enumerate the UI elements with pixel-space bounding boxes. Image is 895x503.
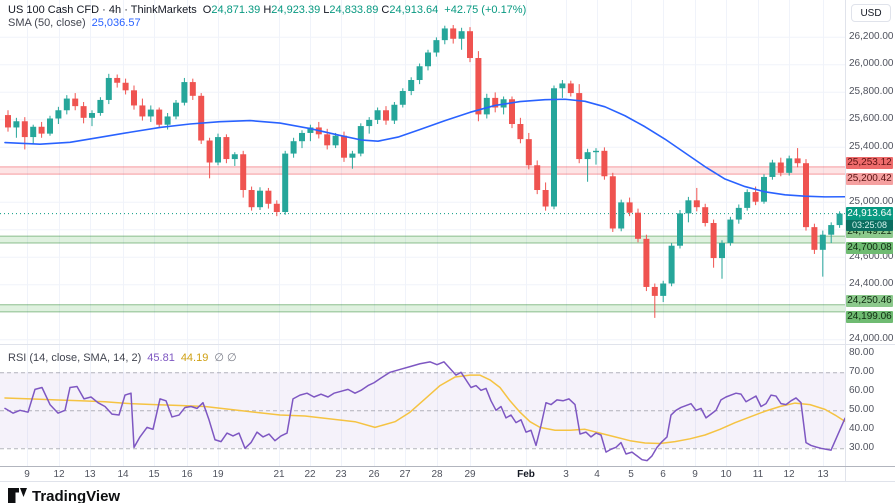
- price-tick-label: 24,000.00: [849, 333, 894, 345]
- time-tick-label: 4: [594, 469, 600, 480]
- current-price-badge: 24,913.64 03:25:08: [846, 206, 893, 231]
- tradingview-logo-icon: [8, 488, 27, 503]
- price-zone-support: [0, 304, 845, 313]
- ohlc-value: 24,923.39: [271, 4, 324, 16]
- price-tick-label: 25,800.00: [849, 85, 894, 97]
- candles: [5, 25, 843, 318]
- price-tick-label: 25,600.00: [849, 113, 894, 125]
- rsi-tick-label: 80.00: [849, 347, 875, 359]
- price-tick-label: 25,000.00: [849, 195, 894, 207]
- time-tick-label: 29: [464, 469, 476, 480]
- time-tick-label: 22: [304, 469, 316, 480]
- ohlc-value: 24,913.64: [389, 4, 439, 16]
- rsi-legend-row: RSI (14, close, SMA, 14, 2) 45.81 44.19 …: [8, 351, 237, 364]
- time-tick-label: 13: [817, 469, 829, 480]
- rsi-tick-label: 30.00: [849, 442, 875, 454]
- time-tick-label: 11: [752, 469, 764, 480]
- change-value: +42.75 (+0.17%): [444, 4, 527, 16]
- time-tick-label: 16: [181, 469, 193, 480]
- time-tick-label: 12: [53, 469, 65, 480]
- time-tick-label: 15: [148, 469, 160, 480]
- timeframe-label[interactable]: 4h: [108, 4, 122, 16]
- zone-price-badge: 24,250.46: [846, 294, 893, 307]
- zone-price-badge: 24,700.08: [846, 241, 893, 254]
- price-tick-label: 26,200.00: [849, 30, 894, 42]
- time-tick-label: 19: [212, 469, 224, 480]
- rsi-extra-values: ∅ ∅: [214, 352, 237, 364]
- price-zone-resistance: [0, 166, 845, 175]
- time-tick-label: Feb: [517, 469, 535, 480]
- sma-50-line: [4, 98, 846, 198]
- rsi-value: 45.81: [147, 352, 175, 364]
- time-tick-label: 6: [660, 469, 666, 480]
- rsi-tick-label: 70.00: [849, 366, 875, 378]
- time-tick-label: 12: [783, 469, 795, 480]
- rsi-line: [4, 361, 846, 462]
- price-axis[interactable]: 26,200.00 26,000.00 25,800.00 25,600.00 25,4…: [845, 0, 895, 481]
- time-tick-label: 13: [84, 469, 96, 480]
- time-tick-label: 3: [563, 469, 569, 480]
- tradingview-logo-text: TradingView: [32, 488, 121, 503]
- sma-indicator-value: 25,036.57: [91, 17, 141, 29]
- time-tick-label: 26: [368, 469, 380, 480]
- rsi-ma-value: 44.19: [180, 352, 209, 364]
- time-tick-label: 9: [692, 469, 698, 480]
- ohlc-key: L: [323, 4, 330, 16]
- ohlc-key: O: [202, 4, 212, 16]
- price-tick-label: 26,000.00: [849, 58, 894, 70]
- price-tick-label: 24,400.00: [849, 278, 894, 290]
- symbol-title[interactable]: US 100 Cash CFD · 4h · ThinkMarkets: [8, 4, 197, 16]
- broker-label: ThinkMarkets: [130, 4, 197, 16]
- rsi-indicator-label[interactable]: RSI (14, close, SMA, 14, 2): [8, 352, 142, 364]
- currency-toggle-button[interactable]: USD: [851, 4, 891, 22]
- time-tick-label: 27: [399, 469, 411, 480]
- symbol-legend-row: US 100 Cash CFD · 4h · ThinkMarkets O24,…: [8, 4, 526, 16]
- price-zone-support: [0, 235, 845, 244]
- sma-indicator-label[interactable]: SMA (50, close): [8, 17, 86, 29]
- ohlc-values: O24,871.39 H24,923.39 L24,833.89 C24,913…: [203, 4, 439, 16]
- rsi-tick-label: 60.00: [849, 385, 875, 397]
- time-tick-label: 5: [628, 469, 634, 480]
- rsi-tick-label: 40.00: [849, 423, 875, 435]
- ohlc-key: H: [263, 4, 272, 16]
- ohlc-value: 24,833.89: [329, 4, 382, 16]
- price-tick-label: 25,400.00: [849, 140, 894, 152]
- grid-lines: [0, 0, 845, 466]
- time-tick-label: 10: [720, 469, 732, 480]
- ohlc-value: 24,871.39: [211, 4, 264, 16]
- zone-price-badge: 24,199.06: [846, 310, 893, 323]
- rsi-tick-label: 50.00: [849, 404, 875, 416]
- time-tick-label: 28: [431, 469, 443, 480]
- time-tick-label: 9: [24, 469, 30, 480]
- bar-countdown: 03:25:08: [846, 219, 893, 231]
- time-tick-label: 23: [335, 469, 347, 480]
- zone-price-badge: 25,253.12: [846, 156, 893, 169]
- time-tick-label: 21: [273, 469, 285, 480]
- ohlc-key: C: [381, 4, 390, 16]
- tradingview-watermark[interactable]: TradingView: [8, 488, 120, 503]
- rsi-ma-line: [4, 374, 846, 445]
- time-tick-label: 14: [117, 469, 129, 480]
- time-axis[interactable]: 9 12 13 14 15 16 19 21 22 23 26 27 28 29 Feb 3 4 5 6 9 10 11 1…: [0, 466, 895, 481]
- sma-legend-row: SMA (50, close) 25,036.57: [8, 17, 141, 29]
- zone-price-badge: 25,200.42: [846, 173, 893, 186]
- current-price-value: 24,913.64: [846, 206, 893, 220]
- price-tick-label: 24,600.00: [849, 250, 894, 262]
